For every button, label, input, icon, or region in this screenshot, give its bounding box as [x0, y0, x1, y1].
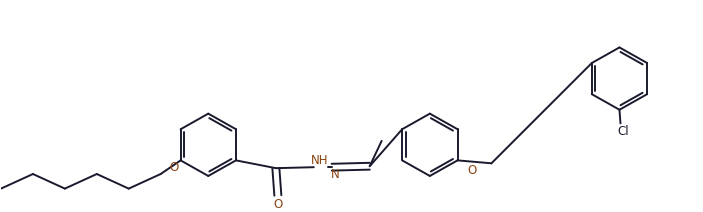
- Text: N: N: [331, 167, 340, 180]
- Text: Cl: Cl: [618, 125, 629, 138]
- Text: O: O: [273, 198, 283, 211]
- Text: NH: NH: [311, 154, 328, 167]
- Text: O: O: [468, 164, 477, 177]
- Text: O: O: [169, 161, 179, 174]
